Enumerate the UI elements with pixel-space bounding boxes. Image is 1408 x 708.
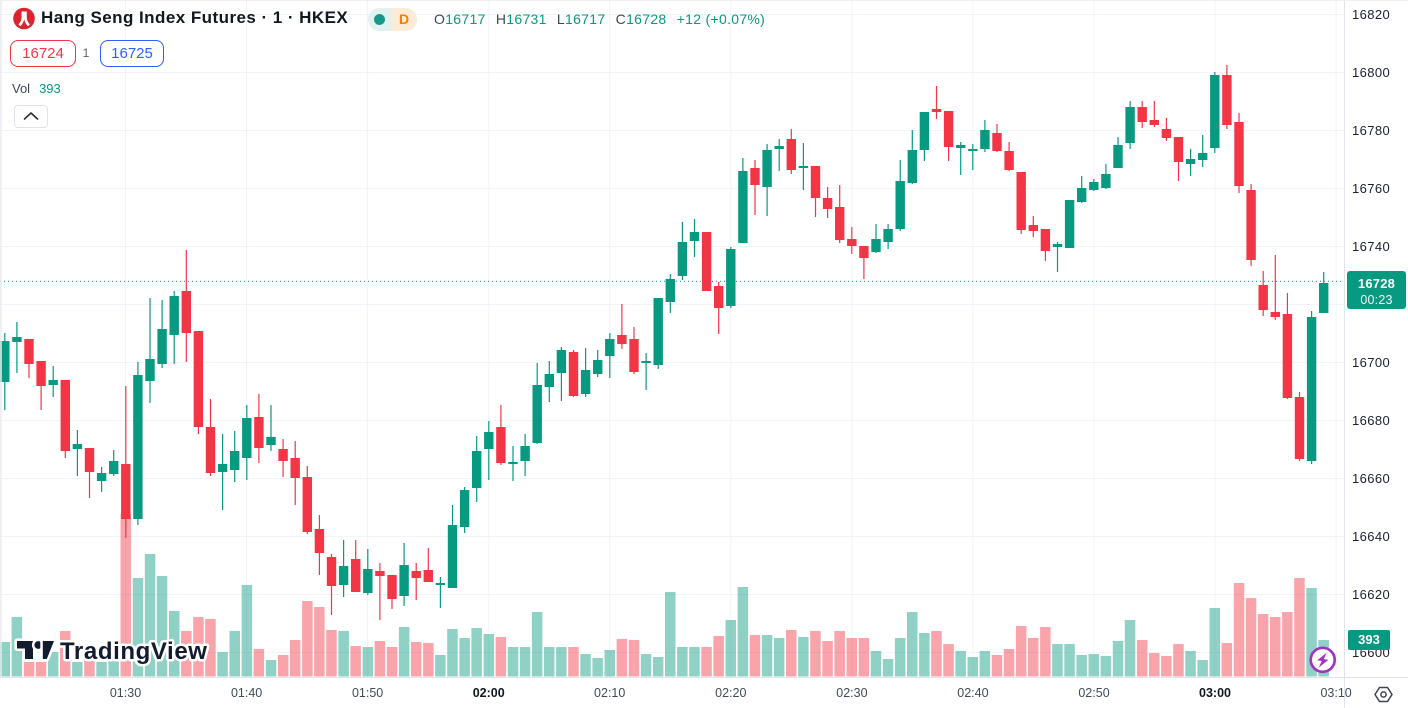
svg-text:TradingView: TradingView <box>60 638 208 665</box>
